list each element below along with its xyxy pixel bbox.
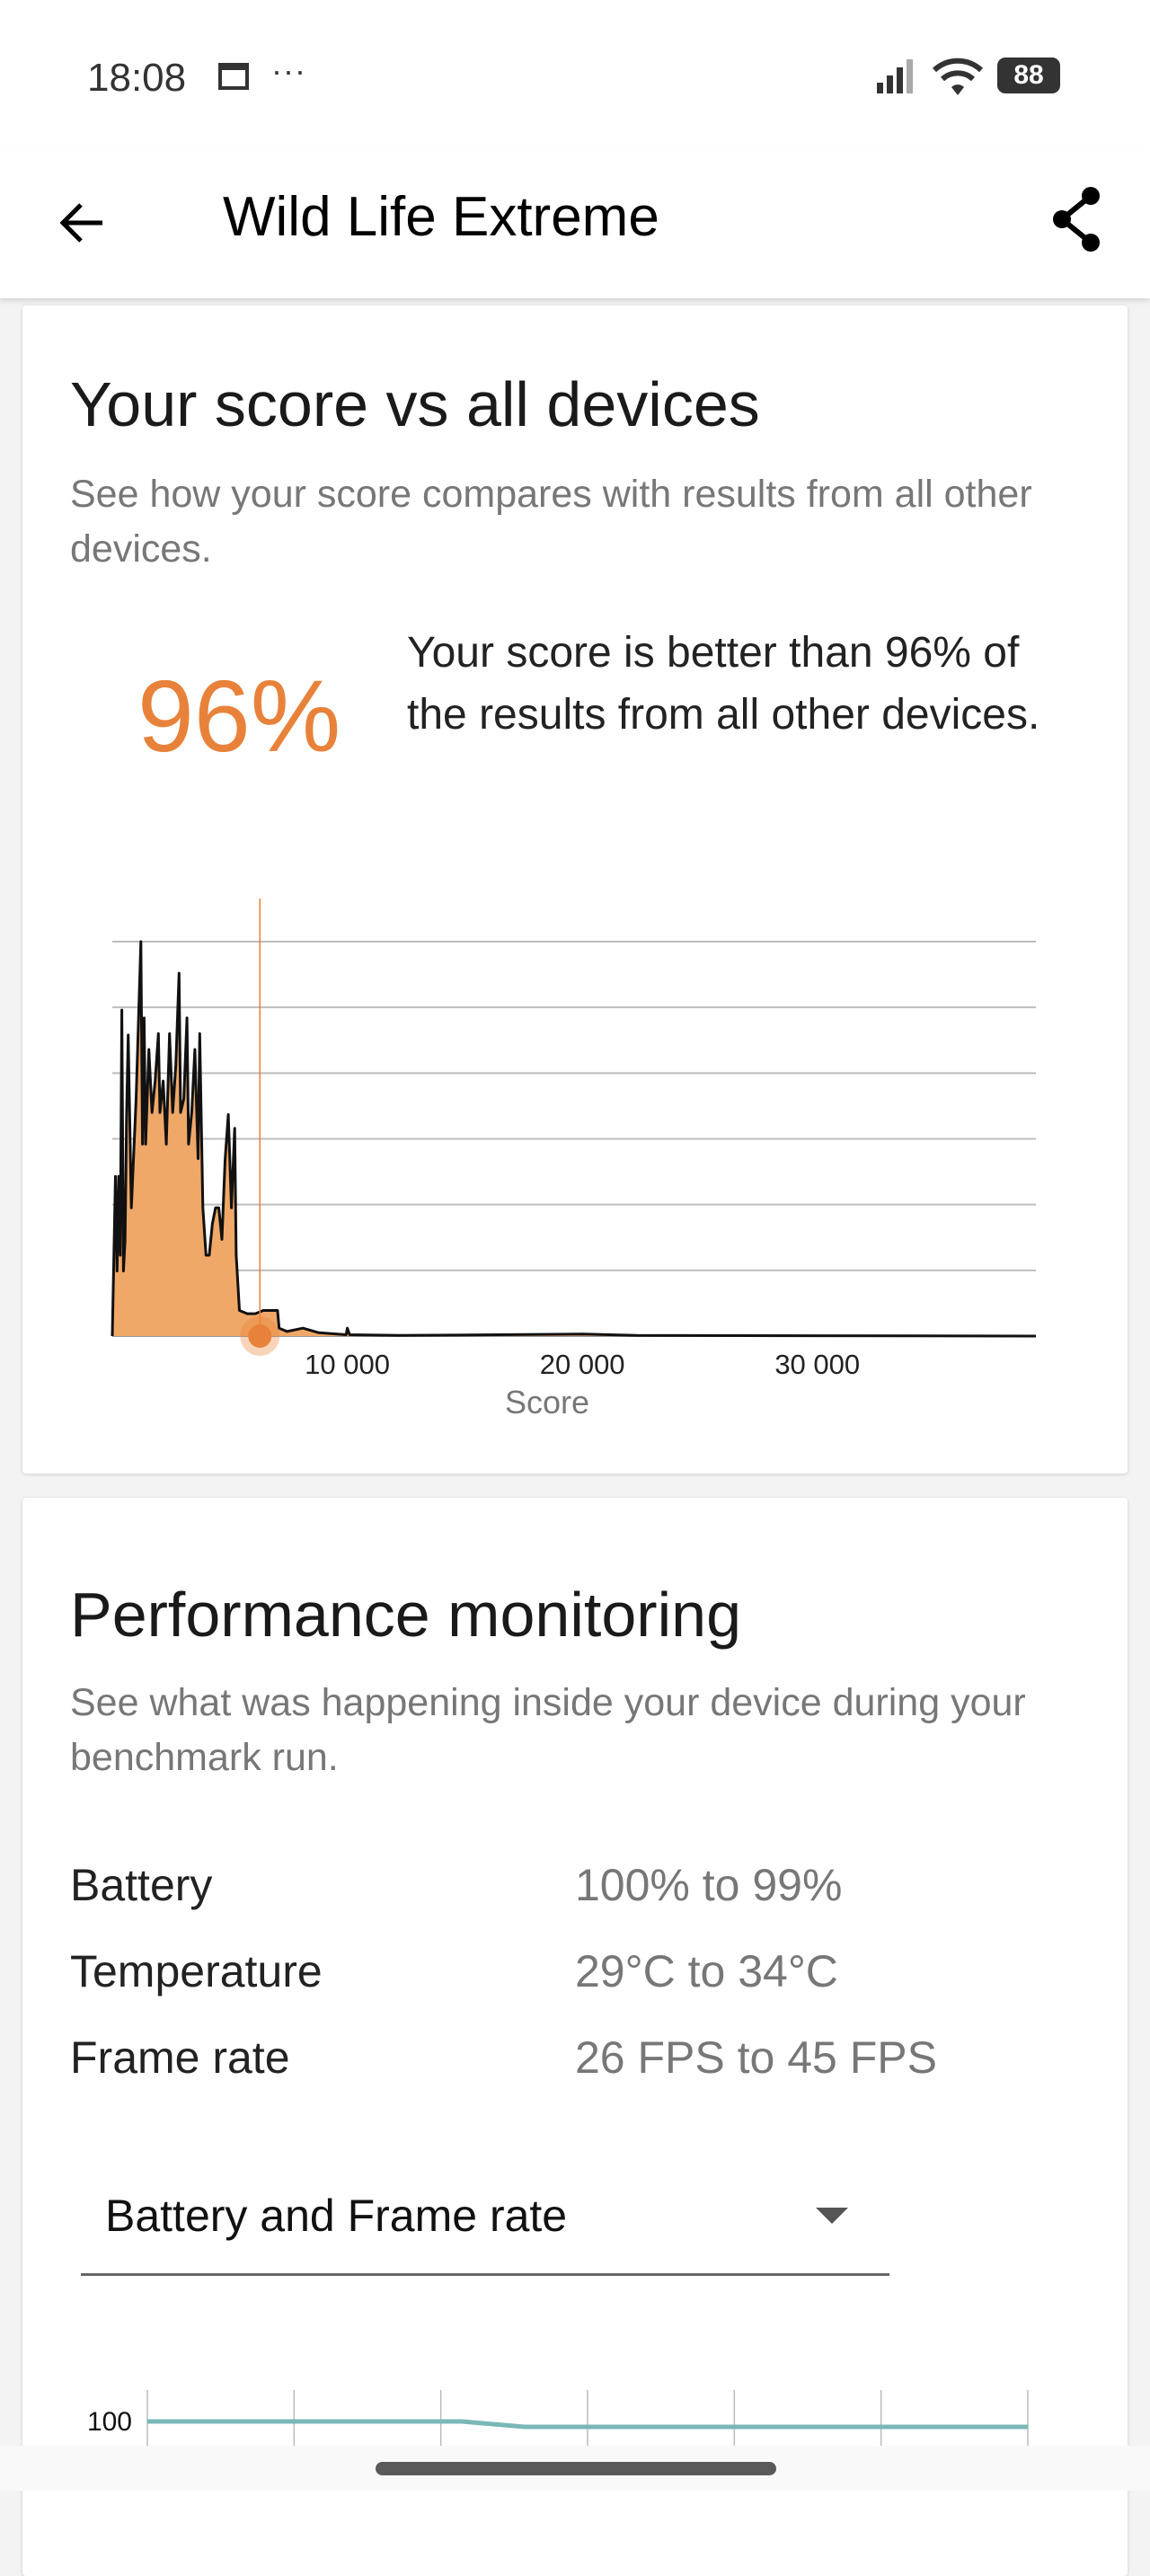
row-value-battery: 100% to 99% <box>575 1860 843 1910</box>
row-label-frame-rate: Frame rate <box>70 2032 290 2083</box>
chart-type-dropdown[interactable]: Battery and Frame rate <box>81 2164 889 2276</box>
row-label-battery: Battery <box>70 1860 213 1910</box>
section-title: Performance monitoring <box>70 1580 741 1650</box>
percentile-description: Your score is better than 96% of the res… <box>407 629 1040 739</box>
dropdown-selected: Battery and Frame rate <box>105 2191 568 2241</box>
x-tick-label: 20 000 <box>540 1349 625 1380</box>
arrow-left-icon[interactable] <box>56 196 110 250</box>
x-tick-label: 10 000 <box>305 1349 390 1380</box>
your-score-marker <box>248 1324 272 1348</box>
score-distribution-chart: 10 000 20 000 30 000 Score <box>111 899 1037 1421</box>
distribution-line <box>111 940 1037 1338</box>
status-time: 18:08 <box>87 56 187 100</box>
x-axis-label: Score <box>505 1384 589 1421</box>
performance-monitoring-card: Performance monitoring See what was happ… <box>22 1498 1128 2576</box>
row-value-frame-rate: 26 FPS to 45 FPS <box>575 2032 937 2083</box>
section-subtitle: See how your score compares with results… <box>70 473 1032 571</box>
page-title: Wild Life Extreme <box>223 186 659 248</box>
section-title: Your score vs all devices <box>70 369 760 439</box>
percentile-value: 96% <box>137 659 341 773</box>
row-value-temperature: 29°C to 34°C <box>575 1946 838 1996</box>
section-subtitle: See what was happening inside your devic… <box>70 1681 1026 1779</box>
y-tick-label: 100 <box>87 2407 132 2437</box>
battery-framerate-chart: 100 <box>87 2390 1029 2468</box>
status-bar: 18:08 ··· 88 <box>0 0 1150 153</box>
x-tick-label: 30 000 <box>774 1349 860 1380</box>
caret-down-icon <box>816 2208 848 2224</box>
signal-icon <box>877 59 913 93</box>
home-gesture-handle[interactable] <box>376 2462 776 2475</box>
battery-icon: 88 <box>997 58 1060 93</box>
row-label-temperature: Temperature <box>70 1946 323 1996</box>
share-icon[interactable] <box>1049 185 1103 253</box>
wifi-icon <box>932 58 984 95</box>
calendar-notification-icon <box>218 63 249 90</box>
gesture-nav-bar <box>0 2446 1150 2491</box>
distribution-area <box>112 942 1036 1336</box>
battery-line <box>147 2419 1028 2430</box>
app-bar: Wild Life Extreme <box>0 153 1150 298</box>
score-comparison-card: Your score vs all devices See how your s… <box>22 305 1128 1474</box>
more-dots-icon: ··· <box>271 52 306 89</box>
